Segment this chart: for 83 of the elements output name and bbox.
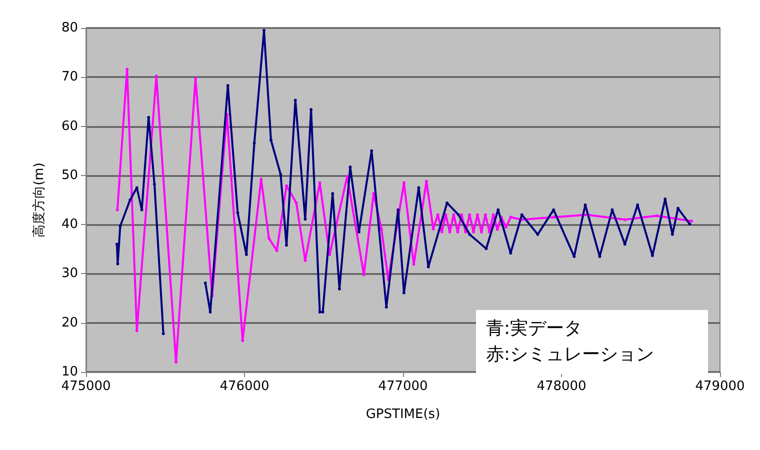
point <box>294 201 298 204</box>
point <box>357 230 360 234</box>
point <box>446 201 449 204</box>
point <box>690 220 694 223</box>
point <box>241 339 244 342</box>
x-tick-label: 479000 <box>695 379 745 394</box>
point <box>304 258 307 262</box>
point <box>610 208 614 212</box>
point <box>118 224 122 228</box>
point <box>348 166 352 169</box>
y-tick-label: 80 <box>61 20 78 36</box>
point <box>140 208 144 212</box>
point <box>468 232 472 236</box>
point <box>598 255 602 258</box>
point <box>509 216 512 219</box>
point <box>252 141 256 144</box>
point <box>135 186 138 190</box>
note-box: 青:実データ 赤:シミュレーション <box>476 310 708 374</box>
point <box>636 203 640 206</box>
point <box>655 214 658 218</box>
y-axis-title: 高度方向(m) <box>31 162 47 238</box>
point <box>509 252 512 255</box>
point <box>384 306 388 309</box>
point <box>226 84 230 87</box>
point <box>310 108 313 112</box>
point <box>204 282 207 285</box>
point <box>396 208 400 212</box>
point <box>267 236 270 240</box>
point <box>116 208 119 212</box>
point <box>584 203 587 206</box>
y-tick-label: 60 <box>61 118 78 134</box>
point <box>304 218 307 221</box>
point <box>670 232 674 236</box>
point <box>147 116 150 119</box>
point <box>294 98 297 102</box>
annotation: 赤:シミュレーション <box>486 343 656 367</box>
point <box>236 211 240 214</box>
point <box>468 213 472 216</box>
point <box>402 291 406 294</box>
point <box>244 253 248 256</box>
point <box>126 68 129 71</box>
point <box>623 218 626 222</box>
point <box>260 178 263 181</box>
point <box>572 255 576 258</box>
point <box>370 149 374 152</box>
y-tick-label: 70 <box>61 70 78 85</box>
x-tick-label: 476000 <box>220 379 270 394</box>
y-tick-label: 20 <box>61 315 78 330</box>
point <box>331 192 334 196</box>
point <box>402 181 406 184</box>
y-tick-label: 10 <box>61 364 78 380</box>
point <box>275 249 278 252</box>
y-tick-label: 30 <box>61 266 78 282</box>
x-tick-label: 477000 <box>378 379 428 394</box>
point <box>417 186 420 190</box>
point <box>162 332 165 336</box>
point <box>116 262 120 266</box>
point <box>623 242 626 246</box>
point <box>456 213 460 216</box>
point <box>362 273 366 276</box>
point <box>208 310 212 314</box>
x-axis-title: GPSTIME(s) <box>366 407 440 422</box>
point <box>279 172 282 176</box>
point <box>552 216 556 219</box>
y-tick-label: 40 <box>61 217 78 232</box>
point <box>484 213 487 216</box>
point <box>426 265 430 268</box>
point <box>318 181 322 184</box>
point <box>412 262 416 266</box>
line-series <box>116 68 694 364</box>
point <box>496 208 500 212</box>
annotation: 青:実データ <box>486 317 584 341</box>
point <box>174 360 178 364</box>
point <box>154 74 158 78</box>
point <box>128 198 132 202</box>
point <box>194 76 198 80</box>
y-tick-label: 50 <box>61 168 78 183</box>
point <box>476 213 479 216</box>
point <box>688 222 692 226</box>
point <box>135 329 138 332</box>
point <box>115 242 118 246</box>
x-tick-label: 478000 <box>536 379 586 394</box>
x-tick-label: 475000 <box>61 379 111 394</box>
